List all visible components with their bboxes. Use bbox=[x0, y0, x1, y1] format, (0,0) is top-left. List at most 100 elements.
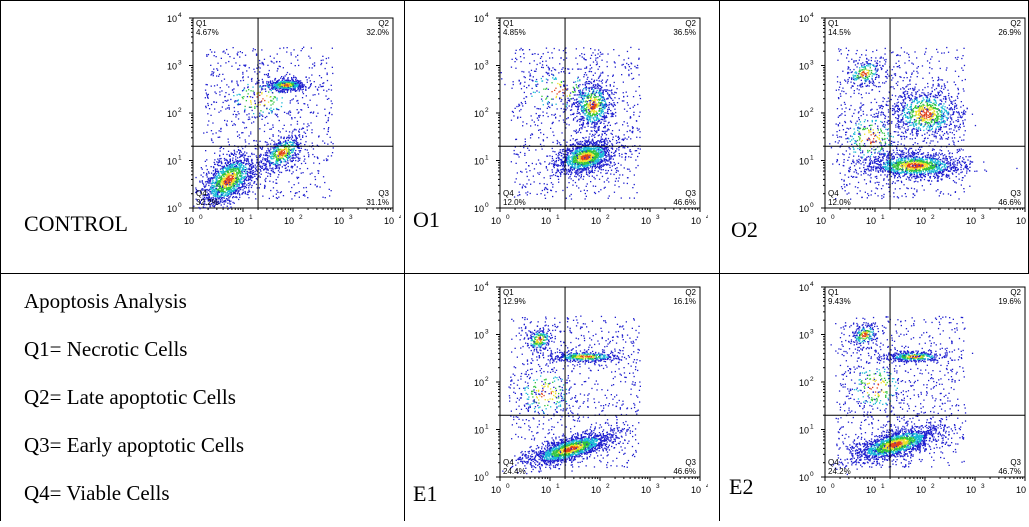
x-tick-exponent: 0 bbox=[506, 214, 510, 221]
x-tick-label: 10 bbox=[866, 216, 876, 226]
quadrant-q2-label: Q2 bbox=[378, 19, 389, 28]
quadrant-q1-label: Q1 bbox=[828, 19, 839, 28]
quadrant-q4-value: 32.2% bbox=[196, 198, 219, 207]
y-tick-exponent: 2 bbox=[485, 376, 489, 383]
quadrant-q3-value: 46.7% bbox=[998, 467, 1021, 476]
grid-line-left bbox=[0, 0, 1, 521]
quadrant-q2-label: Q2 bbox=[685, 288, 696, 297]
quadrant-q4-value: 24.2% bbox=[828, 467, 851, 476]
quadrant-q1-label: Q1 bbox=[503, 19, 514, 28]
x-tick-exponent: 4 bbox=[399, 214, 401, 221]
y-tick-exponent: 2 bbox=[810, 107, 814, 114]
quadrant-q2-value: 32.0% bbox=[366, 28, 389, 37]
y-tick-label: 10 bbox=[799, 157, 809, 167]
x-tick-label: 10 bbox=[491, 216, 501, 226]
x-tick-label: 10 bbox=[1016, 216, 1026, 226]
x-tick-label: 10 bbox=[284, 216, 294, 226]
x-tick-label: 10 bbox=[184, 216, 194, 226]
x-tick-exponent: 2 bbox=[299, 214, 303, 221]
quadrant-q2-label: Q2 bbox=[1010, 288, 1021, 297]
y-tick-label: 10 bbox=[474, 473, 484, 483]
quadrant-q1-value: 4.85% bbox=[503, 28, 526, 37]
y-tick-exponent: 0 bbox=[485, 471, 489, 478]
x-tick-exponent: 4 bbox=[706, 483, 708, 490]
quadrant-q1-label: Q1 bbox=[196, 19, 207, 28]
x-tick-exponent: 1 bbox=[881, 214, 885, 221]
y-tick-exponent: 0 bbox=[485, 202, 489, 209]
x-tick-label: 10 bbox=[866, 485, 876, 495]
y-tick-label: 10 bbox=[167, 14, 177, 24]
x-tick-exponent: 2 bbox=[931, 483, 935, 490]
y-tick-label: 10 bbox=[799, 109, 809, 119]
y-tick-label: 10 bbox=[474, 378, 484, 388]
y-tick-label: 10 bbox=[167, 204, 177, 214]
quadrant-q3-label: Q3 bbox=[378, 189, 389, 198]
x-tick-label: 10 bbox=[334, 216, 344, 226]
quadrant-q2-label: Q2 bbox=[1010, 19, 1021, 28]
x-tick-label: 10 bbox=[691, 485, 701, 495]
x-tick-exponent: 4 bbox=[706, 214, 708, 221]
y-tick-label: 10 bbox=[474, 283, 484, 293]
quadrant-q3-value: 46.6% bbox=[998, 198, 1021, 207]
y-tick-exponent: 2 bbox=[810, 376, 814, 383]
x-tick-label: 10 bbox=[641, 216, 651, 226]
legend-item-q1: Q1= Necrotic Cells bbox=[24, 335, 244, 383]
x-tick-label: 10 bbox=[916, 485, 926, 495]
quadrant-q4-label: Q4 bbox=[828, 458, 839, 467]
y-tick-exponent: 1 bbox=[485, 424, 489, 431]
y-tick-exponent: 2 bbox=[178, 107, 182, 114]
quadrant-q2-value: 16.1% bbox=[673, 297, 696, 306]
legend-title: Apoptosis Analysis bbox=[24, 287, 244, 335]
quadrant-q1-value: 12.9% bbox=[503, 297, 526, 306]
y-tick-label: 10 bbox=[474, 157, 484, 167]
y-tick-exponent: 0 bbox=[178, 202, 182, 209]
y-tick-label: 10 bbox=[799, 62, 809, 72]
quadrant-q4-label: Q4 bbox=[503, 189, 514, 198]
y-tick-label: 10 bbox=[167, 157, 177, 167]
quadrant-q4-value: 12.0% bbox=[828, 198, 851, 207]
sample-label-e1: E1 bbox=[413, 481, 437, 507]
y-tick-exponent: 2 bbox=[485, 107, 489, 114]
y-tick-label: 10 bbox=[474, 331, 484, 341]
y-tick-label: 10 bbox=[167, 62, 177, 72]
y-tick-label: 10 bbox=[474, 62, 484, 72]
x-tick-exponent: 3 bbox=[656, 214, 660, 221]
y-tick-label: 10 bbox=[799, 204, 809, 214]
y-tick-exponent: 0 bbox=[810, 202, 814, 209]
y-tick-exponent: 0 bbox=[810, 471, 814, 478]
grid-line-col1 bbox=[404, 0, 405, 521]
legend-item-q4: Q4= Viable Cells bbox=[24, 479, 244, 527]
quadrant-q1-label: Q1 bbox=[828, 288, 839, 297]
x-tick-exponent: 0 bbox=[831, 483, 835, 490]
y-tick-exponent: 1 bbox=[178, 155, 182, 162]
x-tick-label: 10 bbox=[591, 216, 601, 226]
flow-plot-o2: 100100101101102102103103104104Q114.5%Q22… bbox=[787, 10, 1029, 238]
quadrant-q3-label: Q3 bbox=[1010, 458, 1021, 467]
quadrant-q2-value: 26.9% bbox=[998, 28, 1021, 37]
quadrant-q4-value: 24.4% bbox=[503, 467, 526, 476]
x-tick-label: 10 bbox=[491, 485, 501, 495]
x-tick-exponent: 1 bbox=[249, 214, 253, 221]
quadrant-q2-value: 19.6% bbox=[998, 297, 1021, 306]
quadrant-q3-label: Q3 bbox=[685, 458, 696, 467]
quadrant-q4-label: Q4 bbox=[196, 189, 207, 198]
x-tick-exponent: 3 bbox=[981, 214, 985, 221]
quadrant-q2-value: 36.5% bbox=[673, 28, 696, 37]
legend-item-q2: Q2= Late apoptotic Cells bbox=[24, 383, 244, 431]
x-tick-label: 10 bbox=[591, 485, 601, 495]
x-tick-label: 10 bbox=[816, 216, 826, 226]
legend-item-q3: Q3= Early apoptotic Cells bbox=[24, 431, 244, 479]
x-tick-exponent: 0 bbox=[506, 483, 510, 490]
x-tick-exponent: 2 bbox=[931, 214, 935, 221]
y-tick-label: 10 bbox=[799, 14, 809, 24]
x-tick-exponent: 2 bbox=[606, 214, 610, 221]
y-tick-exponent: 1 bbox=[810, 424, 814, 431]
y-tick-label: 10 bbox=[474, 204, 484, 214]
quadrant-q1-value: 14.5% bbox=[828, 28, 851, 37]
x-tick-label: 10 bbox=[966, 485, 976, 495]
x-tick-label: 10 bbox=[966, 216, 976, 226]
x-tick-exponent: 3 bbox=[981, 483, 985, 490]
